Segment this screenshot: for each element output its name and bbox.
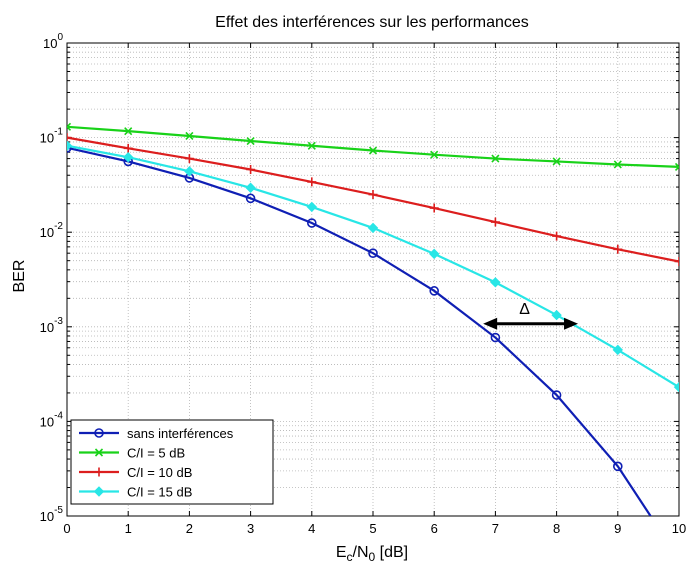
x-tick-label: 2 xyxy=(186,521,193,536)
series-1-point xyxy=(67,122,72,131)
y-tick-exponent: -2 xyxy=(54,221,63,232)
series-2-point xyxy=(67,133,72,143)
series-2-point xyxy=(552,231,562,241)
series-2-point xyxy=(674,257,679,267)
series-2-point xyxy=(184,154,194,164)
y-tick-label: 10-2 xyxy=(40,221,64,240)
y-tick-base: 10 xyxy=(40,225,54,240)
series-lines xyxy=(67,122,683,562)
y-tick-label: 10-3 xyxy=(40,316,64,335)
series-1-point xyxy=(246,136,255,146)
series-3-point xyxy=(367,222,379,234)
series-group xyxy=(67,122,683,562)
series-line-0 xyxy=(67,146,652,516)
x-tick-label: 0 xyxy=(63,521,70,536)
series-0-point xyxy=(551,390,562,400)
series-0-point xyxy=(67,143,72,153)
series-3-point xyxy=(122,152,134,163)
series-1-point xyxy=(307,141,316,150)
series-1-point xyxy=(185,131,194,141)
y-tick-label: 10-4 xyxy=(40,410,64,429)
series-1-point xyxy=(613,160,622,169)
y-tick-label: 10-5 xyxy=(40,505,64,524)
x-axis-label-main: E xyxy=(336,544,347,561)
series-3-point xyxy=(245,182,256,193)
series-3-point xyxy=(428,248,440,260)
x-tick-label: 4 xyxy=(308,521,315,536)
x-axis-label-tail: [dB] xyxy=(375,544,408,561)
x-axis-label-sub1: c xyxy=(347,550,353,562)
y-tick-exponent: 0 xyxy=(57,32,63,43)
legend-marker xyxy=(93,486,105,497)
x-tick-label: 1 xyxy=(125,521,132,536)
x-tick-label: 6 xyxy=(431,521,438,536)
series-2-point xyxy=(490,217,500,227)
chart-title: Effet des interférences sur les performa… xyxy=(215,14,529,31)
delta-label: Δ xyxy=(519,301,530,318)
series-2-point xyxy=(123,143,133,153)
delta-arrow-head-right xyxy=(564,317,579,330)
series-0-point xyxy=(245,193,256,204)
series-1-point xyxy=(552,157,561,166)
series-2-point xyxy=(307,177,317,187)
legend-marker xyxy=(94,428,104,438)
y-tick-base: 10 xyxy=(43,36,57,51)
legend-marker xyxy=(94,448,104,457)
series-1-point xyxy=(674,162,679,171)
series-3-point xyxy=(67,140,73,151)
series-2-point xyxy=(613,244,623,254)
series-2-point xyxy=(368,190,378,200)
x-tick-label: 5 xyxy=(369,521,376,536)
x-tick-label: 10 xyxy=(672,521,686,536)
legend-marker xyxy=(94,467,104,477)
delta-annotation: Δ xyxy=(483,301,579,330)
series-1-point xyxy=(368,146,378,155)
y-tick-base: 10 xyxy=(40,131,54,146)
series-3-point xyxy=(612,344,624,356)
y-tick-label: 100 xyxy=(43,32,63,51)
series-0-point xyxy=(675,555,683,562)
series-2-point xyxy=(429,203,439,213)
delta-arrow-head-left xyxy=(483,317,498,330)
y-tick-base: 10 xyxy=(40,414,54,429)
series-1-point xyxy=(491,154,500,163)
y-axis-label: BER xyxy=(11,260,28,293)
legend: sans interférences C/I = 5 dB C/I = 10 dB C… xyxy=(70,419,274,505)
y-tick-exponent: -1 xyxy=(54,127,63,138)
series-1-point xyxy=(430,150,439,159)
series-3-point xyxy=(184,166,195,177)
x-axis-label-mid: /N xyxy=(353,544,369,561)
x-axis-label-sub2: 0 xyxy=(369,550,376,562)
series-0-point xyxy=(612,461,623,472)
legend-label: C/I = 10 dB xyxy=(127,465,192,480)
x-tick-label: 9 xyxy=(614,521,621,536)
series-0-point xyxy=(368,248,378,258)
series-0-point xyxy=(429,286,440,296)
y-tick-base: 10 xyxy=(40,320,54,335)
y-tick-base: 10 xyxy=(40,509,54,524)
series-0-point xyxy=(490,332,501,343)
series-2-point xyxy=(246,165,256,175)
x-tick-label: 3 xyxy=(247,521,254,536)
y-tick-exponent: -4 xyxy=(54,410,63,421)
y-tick-exponent: -5 xyxy=(54,505,63,516)
series-3-point xyxy=(306,201,318,213)
legend-label: sans interférences xyxy=(127,426,234,441)
series-3-point xyxy=(673,381,679,393)
series-0-point xyxy=(306,218,317,228)
legend-label: C/I = 15 dB xyxy=(127,485,192,500)
series-1-point xyxy=(124,127,133,136)
x-axis-label: Ec/N0 [dB] xyxy=(336,544,408,562)
series-3-point xyxy=(551,309,562,321)
x-tick-label: 7 xyxy=(492,521,499,536)
y-tick-exponent: -3 xyxy=(54,316,63,327)
y-tick-label: 10-1 xyxy=(40,127,64,146)
x-tick-label: 8 xyxy=(553,521,560,536)
legend-label: C/I = 5 dB xyxy=(127,446,185,461)
series-3-point xyxy=(490,277,501,288)
